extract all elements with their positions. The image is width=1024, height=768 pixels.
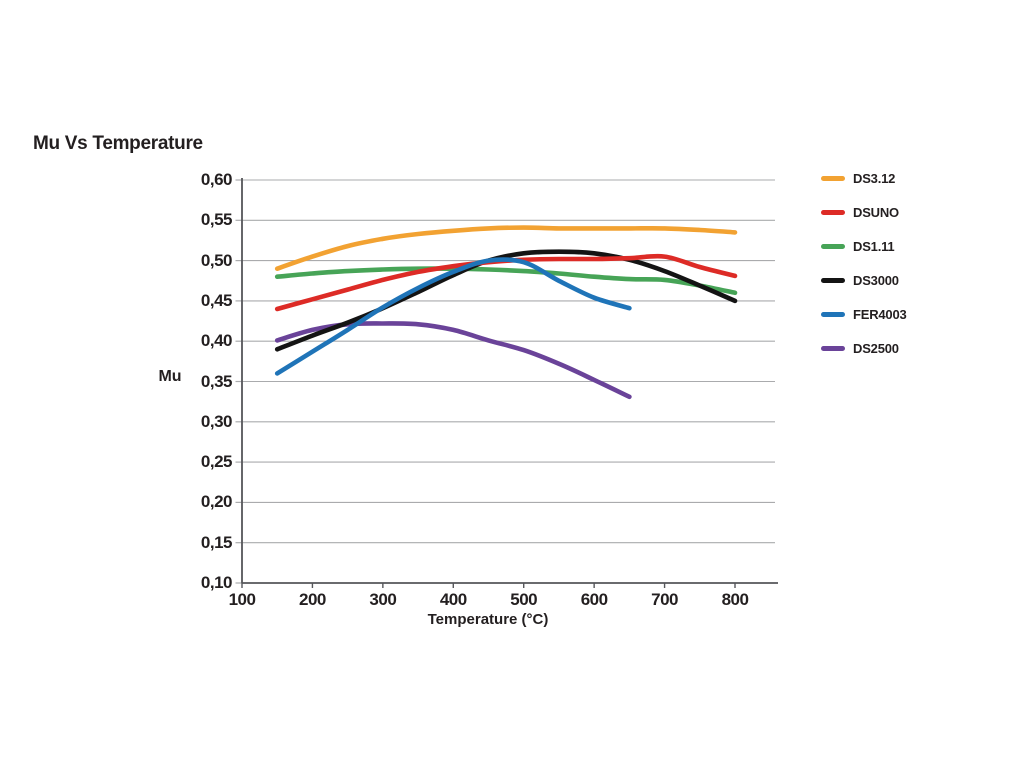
legend-item-DS2500: DS2500 — [821, 331, 907, 365]
x-tick-label: 500 — [510, 590, 538, 609]
legend-label: DS1.11 — [853, 238, 895, 254]
y-tick-label: 0,55 — [200, 210, 233, 230]
chart-title: Mu Vs Temperature — [33, 133, 203, 154]
y-tick-label: 0,50 — [200, 250, 233, 270]
legend-swatch-icon — [821, 209, 845, 215]
legend-item-DS3000: DS3000 — [821, 263, 907, 297]
legend-swatch-icon — [821, 175, 845, 181]
y-tick-label: 0,10 — [200, 573, 233, 592]
legend-item-DSUNO: DSUNO — [821, 195, 907, 229]
legend-label: DSUNO — [853, 204, 899, 220]
y-tick-label: 0,20 — [200, 492, 233, 512]
x-tick-label: 700 — [651, 590, 678, 609]
y-axis-title: Mu — [158, 368, 182, 385]
legend-swatch-icon — [821, 311, 845, 317]
x-axis-title: Temperature (°C) — [427, 611, 549, 628]
y-tick-label: 0,60 — [200, 170, 233, 189]
legend-label: DS3.12 — [853, 170, 896, 186]
legend-swatch-icon — [821, 243, 845, 249]
x-tick-label: 200 — [298, 590, 326, 609]
legend-item-DS1.11: DS1.11 — [821, 229, 907, 263]
x-tick-label: 400 — [439, 590, 467, 609]
legend: DS3.12 DSUNO DS1.11 DS3000 FER4003 DS2500 — [821, 161, 907, 365]
series-line-FER4003 — [274, 257, 632, 376]
series-line-DS1.11 — [274, 266, 738, 296]
legend-label: DS2500 — [853, 340, 899, 356]
y-tick-label: 0,25 — [200, 452, 233, 472]
legend-swatch-icon — [821, 345, 845, 351]
x-tick-label: 300 — [369, 590, 397, 609]
series-line-DS3.12 — [274, 225, 738, 271]
y-tick-label: 0,35 — [200, 371, 233, 391]
series-line-DS2500 — [274, 321, 632, 400]
x-tick-label: 100 — [228, 590, 256, 609]
x-tick-label: 600 — [580, 590, 608, 609]
y-tick-label: 0,45 — [200, 290, 233, 310]
legend-label: FER4003 — [853, 306, 907, 322]
legend-label: DS3000 — [853, 272, 899, 288]
y-tick-label: 0,40 — [200, 331, 233, 351]
x-tick-label: 800 — [721, 590, 749, 609]
series-line-DS3000 — [274, 249, 738, 352]
legend-item-FER4003: FER4003 — [821, 297, 907, 331]
y-tick-label: 0,30 — [200, 411, 233, 431]
legend-item-DS3.12: DS3.12 — [821, 161, 907, 195]
legend-swatch-icon — [821, 277, 845, 283]
y-tick-label: 0,15 — [200, 532, 233, 552]
